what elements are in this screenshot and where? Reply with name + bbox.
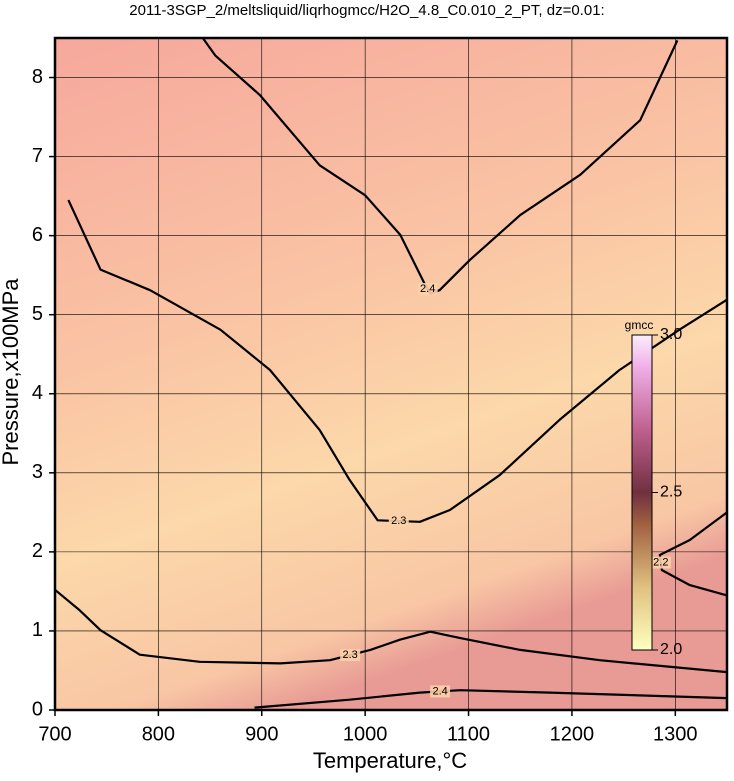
y-tick-label: 5 <box>32 303 43 325</box>
contours: 2.4 2.3 2.3 2.2 2.4 <box>54 37 728 709</box>
contour-label: 2.2 <box>653 556 668 568</box>
x-tick-label: 700 <box>38 723 71 745</box>
chart-title: 2011-3SGP_2/meltsliquid/liqrhogmcc/H2O_4… <box>129 2 604 19</box>
contour-line <box>67 199 728 523</box>
y-axis-title: Pressure,x100MPa <box>0 278 23 466</box>
y-tick-label: 6 <box>32 224 43 246</box>
colorbar <box>631 334 653 651</box>
contour-label-bg <box>417 283 438 296</box>
colorbar-tick-label: 2.5 <box>660 484 682 501</box>
colorbar-label: gmcc <box>625 318 654 332</box>
colorbar-tick-label: 3.0 <box>660 326 682 343</box>
y-tick-label: 7 <box>32 145 43 167</box>
x-tick-label: 1300 <box>653 723 698 745</box>
y-tick-label: 3 <box>32 461 43 483</box>
plot-background <box>55 38 727 710</box>
y-tick-label: 0 <box>32 698 43 720</box>
contour-label: 2.3 <box>391 515 406 527</box>
x-tick-label: 1000 <box>343 723 388 745</box>
x-tick-label: 800 <box>142 723 175 745</box>
contour-label-bg <box>650 556 671 569</box>
y-tick-label: 2 <box>32 540 43 562</box>
grid <box>54 38 727 711</box>
x-axis-title: Temperature,°C <box>313 748 467 773</box>
contour-label-bg <box>340 649 361 662</box>
contour-label: 2.3 <box>343 649 358 661</box>
y-tick-label: 1 <box>32 619 43 641</box>
y-tick-label: 4 <box>32 382 43 404</box>
colorbar-tick-label: 2.0 <box>660 641 682 658</box>
contour-label: 2.4 <box>432 685 447 697</box>
contour-label-bg <box>430 685 451 698</box>
x-tick-label: 1100 <box>447 723 490 745</box>
colorbar-ticks: 2.0 2.5 3.0 <box>652 326 682 658</box>
plot-frame <box>53 36 729 712</box>
x-tick-label: 900 <box>245 723 278 745</box>
y-tick-label: 8 <box>32 66 43 88</box>
x-tick-label: 1200 <box>550 723 595 745</box>
contour-label: 2.4 <box>420 283 435 295</box>
contour-label-bg <box>388 515 409 528</box>
